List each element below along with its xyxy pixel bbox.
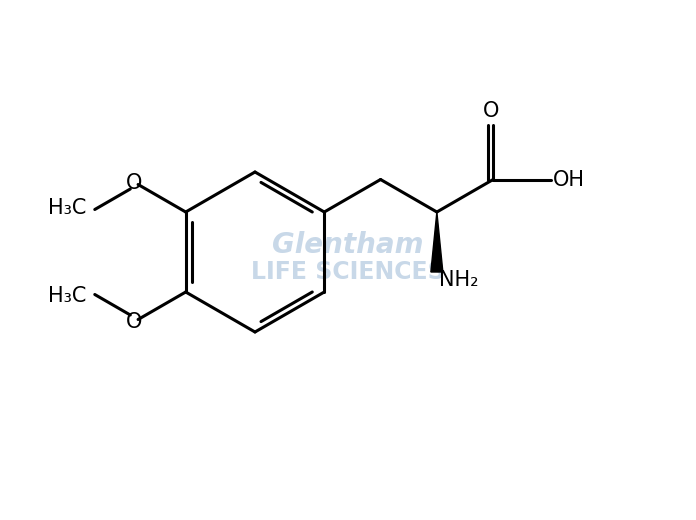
- Text: H₃C: H₃C: [47, 198, 86, 217]
- Text: NH₂: NH₂: [439, 270, 479, 290]
- Polygon shape: [431, 212, 443, 272]
- Text: Glentham: Glentham: [272, 231, 424, 259]
- Text: O: O: [126, 173, 142, 192]
- Text: O: O: [126, 311, 142, 332]
- Text: OH: OH: [553, 170, 585, 189]
- Text: LIFE SCIENCES: LIFE SCIENCES: [251, 260, 445, 284]
- Text: O: O: [483, 100, 499, 121]
- Text: H₃C: H₃C: [47, 287, 86, 306]
